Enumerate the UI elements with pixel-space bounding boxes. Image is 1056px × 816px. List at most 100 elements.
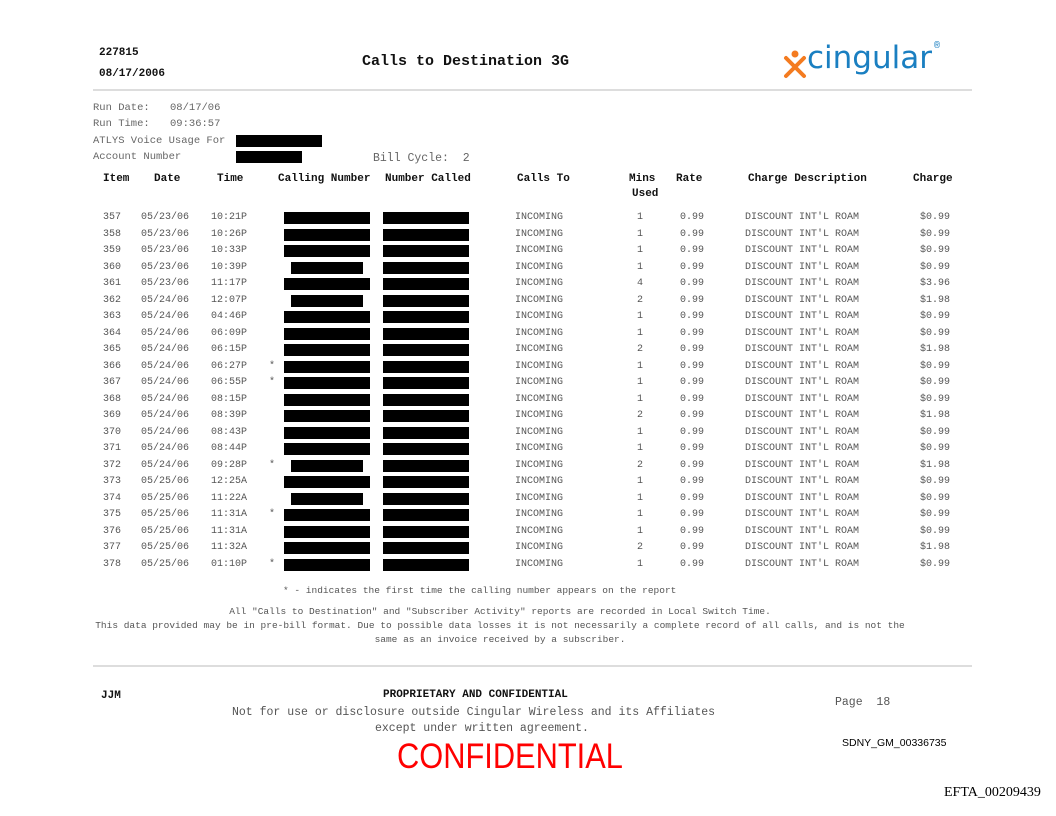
redaction-number-called bbox=[383, 476, 469, 488]
table-row: 358 05/23/06 10:26P INCOMING 1 0.99 DISCOUNT I… bbox=[0, 228, 1056, 245]
cell-date: 05/25/06 bbox=[141, 525, 190, 537]
cell-rate: 0.99 bbox=[680, 212, 705, 223]
cell-time: 11:31A bbox=[211, 525, 248, 537]
cell-mins: 1 bbox=[636, 525, 643, 537]
redaction-calling-number bbox=[284, 311, 370, 323]
cell-charge: $1.98 bbox=[919, 294, 950, 306]
cell-item: 360 bbox=[103, 261, 122, 273]
redaction-number-called bbox=[383, 228, 469, 241]
table-row: 376 05/25/06 11:31A INCOMING 1 0.99 DISCOUNT I… bbox=[0, 525, 1056, 542]
cell-time: 06:27P bbox=[211, 360, 248, 372]
cell-desc: DISCOUNT INT'L ROAM bbox=[745, 278, 860, 289]
cell-charge: $0.99 bbox=[919, 558, 950, 570]
table-row: 368 05/24/06 08:15P INCOMING 1 0.99 DISCOUNT I… bbox=[0, 393, 1056, 410]
cell-desc: DISCOUNT INT'L ROAM bbox=[745, 228, 860, 240]
cingular-figure-icon bbox=[784, 50, 806, 78]
cell-rate: 0.99 bbox=[680, 410, 705, 421]
table-row: 360 05/23/06 10:39P INCOMING 1 0.99 DISCOUNT I… bbox=[0, 261, 1056, 278]
redaction-number-called bbox=[383, 261, 469, 274]
cell-charge: $3.96 bbox=[919, 278, 950, 289]
cell-rate: 0.99 bbox=[680, 261, 705, 273]
cell-time: 01:10P bbox=[211, 558, 248, 570]
cell-calls-to: INCOMING bbox=[515, 311, 564, 322]
cell-rate: 0.99 bbox=[680, 294, 705, 306]
redaction-calling-number bbox=[291, 492, 363, 505]
bill-cycle-value: 2 bbox=[462, 152, 470, 165]
table-row: 361 05/23/06 11:17P INCOMING 4 0.99 DISCOUNT I… bbox=[0, 278, 1056, 294]
cell-date: 05/25/06 bbox=[141, 492, 190, 504]
cell-item: 366 bbox=[103, 360, 122, 372]
redaction-number-called bbox=[383, 426, 469, 439]
report-date: 08/17/2006 bbox=[99, 68, 166, 80]
cell-charge: $0.99 bbox=[919, 377, 950, 388]
cell-calls-to: INCOMING bbox=[515, 245, 564, 256]
cell-time: 12:07P bbox=[211, 294, 248, 306]
footer-proprietary: PROPRIETARY AND CONFIDENTIAL bbox=[383, 689, 568, 701]
cell-calls-to: INCOMING bbox=[515, 476, 564, 487]
cell-rate: 0.99 bbox=[680, 525, 705, 537]
cell-rate: 0.99 bbox=[680, 344, 705, 355]
table-row: 374 05/25/06 11:22A INCOMING 1 0.99 DISCOUNT I… bbox=[0, 492, 1056, 509]
cell-item: 364 bbox=[103, 327, 122, 339]
cell-date: 05/24/06 bbox=[141, 327, 190, 339]
cell-item: 370 bbox=[103, 426, 122, 438]
cell-mins: 1 bbox=[636, 245, 643, 256]
table-row: 366 05/24/06 06:27P * INCOMING 1 0.99 DISCOUNT … bbox=[0, 360, 1056, 377]
col-time: Time bbox=[217, 173, 244, 185]
redaction-number-called bbox=[383, 360, 469, 373]
col-date: Date bbox=[154, 173, 181, 185]
cell-desc: DISCOUNT INT'L ROAM bbox=[745, 294, 860, 306]
redaction-number-called bbox=[383, 245, 469, 257]
redaction-calling-number bbox=[284, 245, 370, 257]
cell-calls-to: INCOMING bbox=[515, 278, 564, 289]
cell-item: 361 bbox=[103, 278, 122, 289]
cell-item: 373 bbox=[103, 476, 122, 487]
cingular-logo-text: cingular bbox=[807, 40, 932, 76]
cell-rate: 0.99 bbox=[680, 393, 705, 405]
cell-calls-to: INCOMING bbox=[515, 212, 564, 223]
redaction-calling-number bbox=[284, 344, 370, 356]
cell-item: 375 bbox=[103, 509, 122, 520]
cell-mins: 2 bbox=[636, 344, 643, 355]
redaction-number-called bbox=[383, 459, 469, 472]
cell-desc: DISCOUNT INT'L ROAM bbox=[745, 509, 860, 520]
redaction-number-called bbox=[383, 558, 469, 571]
cell-charge: $0.99 bbox=[919, 393, 950, 405]
cell-rate: 0.99 bbox=[680, 311, 705, 322]
cell-charge: $0.99 bbox=[919, 228, 950, 240]
cell-time: 11:17P bbox=[211, 278, 248, 289]
table-row: 359 05/23/06 10:33P INCOMING 1 0.99 DISCOUNT I… bbox=[0, 245, 1056, 261]
cell-date: 05/24/06 bbox=[141, 311, 190, 322]
page-title: Calls to Destination 3G bbox=[362, 53, 570, 70]
redaction-calling-number bbox=[284, 443, 370, 455]
cell-mins: 1 bbox=[636, 327, 643, 339]
redaction-number-called bbox=[383, 327, 469, 340]
report-id: 227815 bbox=[99, 47, 139, 59]
cell-calls-to: INCOMING bbox=[515, 509, 564, 520]
cell-time: 08:43P bbox=[211, 426, 248, 438]
cell-charge: $1.98 bbox=[919, 542, 950, 553]
cell-calls-to: INCOMING bbox=[515, 228, 564, 240]
cell-calls-to: INCOMING bbox=[515, 542, 564, 553]
cell-date: 05/25/06 bbox=[141, 542, 190, 553]
cell-rate: 0.99 bbox=[680, 459, 705, 471]
redaction-calling-number bbox=[284, 278, 370, 290]
table-row: 367 05/24/06 06:55P * INCOMING 1 0.99 DISCOUNT … bbox=[0, 377, 1056, 393]
cell-time: 10:21P bbox=[211, 212, 248, 223]
cell-star: * bbox=[269, 509, 276, 520]
cell-date: 05/23/06 bbox=[141, 261, 190, 273]
cell-rate: 0.99 bbox=[680, 476, 705, 487]
cell-desc: DISCOUNT INT'L ROAM bbox=[745, 426, 860, 438]
cell-time: 06:09P bbox=[211, 327, 248, 339]
redaction-calling-number bbox=[291, 459, 363, 472]
redaction-number-called bbox=[383, 377, 469, 389]
redaction-calling-number bbox=[284, 410, 370, 422]
page-label: Page bbox=[835, 696, 863, 709]
cell-charge: $1.98 bbox=[919, 344, 950, 355]
cell-time: 12:25A bbox=[211, 476, 248, 487]
cell-item: 372 bbox=[103, 459, 122, 471]
cell-time: 08:39P bbox=[211, 410, 248, 421]
cell-desc: DISCOUNT INT'L ROAM bbox=[745, 558, 860, 570]
col-rate: Rate bbox=[676, 173, 703, 185]
note-line-1: All "Calls to Destination" and "Subscrib… bbox=[229, 606, 771, 617]
